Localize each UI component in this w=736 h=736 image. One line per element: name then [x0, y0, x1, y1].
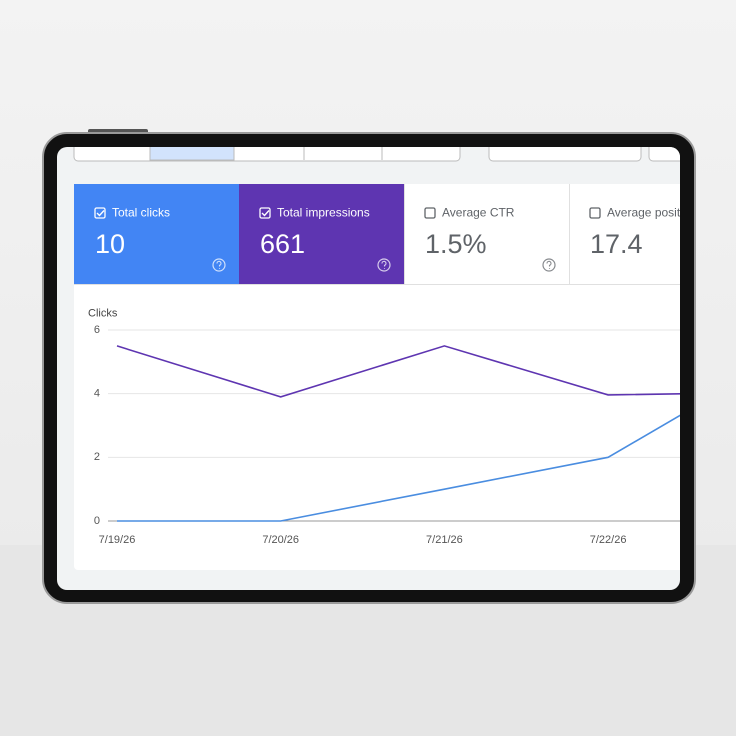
checkbox[interactable] — [259, 207, 271, 219]
y-tick-label: 2 — [94, 451, 100, 463]
y-tick-label: 0 — [94, 515, 100, 527]
series-line — [117, 361, 680, 522]
help-icon-glyph — [216, 260, 222, 269]
checkbox[interactable] — [424, 207, 436, 219]
metric-value: 661 — [260, 229, 305, 259]
metric-card[interactable] — [239, 184, 404, 284]
help-icon[interactable] — [212, 258, 226, 272]
x-tick-label: 7/19/26 — [99, 534, 136, 546]
x-tick-label: 7/21/26 — [426, 534, 463, 546]
help-icon-glyph — [381, 260, 387, 269]
date-filter-selected[interactable] — [149, 126, 235, 161]
metric-value: 17.4 — [590, 229, 643, 259]
y-axis-label: Clicks — [88, 307, 118, 319]
checkmark — [96, 210, 105, 217]
metric-label: Average position — [607, 206, 696, 220]
screen: Total clicks 10 Total impressions 661 Averag… — [57, 125, 734, 590]
help-icon[interactable] — [377, 258, 391, 272]
metric-value: 10 — [95, 229, 125, 259]
metric-value: 1.5% — [425, 229, 487, 259]
metric-card[interactable] — [404, 184, 569, 284]
filter-button[interactable] — [648, 125, 709, 162]
metric-label: Total impressions — [277, 206, 370, 220]
help-icon-glyph — [546, 260, 552, 269]
metric-card[interactable] — [569, 184, 734, 284]
checkbox[interactable] — [589, 207, 601, 219]
series-line — [116, 345, 680, 398]
y-tick-label: 6 — [94, 324, 100, 336]
checkmark — [261, 210, 270, 217]
x-tick-label: 7/20/26 — [262, 534, 299, 546]
help-icon[interactable] — [542, 258, 556, 272]
metric-label: Total clicks — [112, 206, 170, 220]
y-tick-label: 4 — [94, 388, 100, 400]
metric-label: Average CTR — [442, 206, 515, 220]
metric-card[interactable] — [74, 184, 239, 284]
search-type-filter[interactable] — [488, 125, 642, 162]
checkbox[interactable] — [94, 207, 106, 219]
x-tick-label: 7/22/26 — [590, 534, 627, 546]
